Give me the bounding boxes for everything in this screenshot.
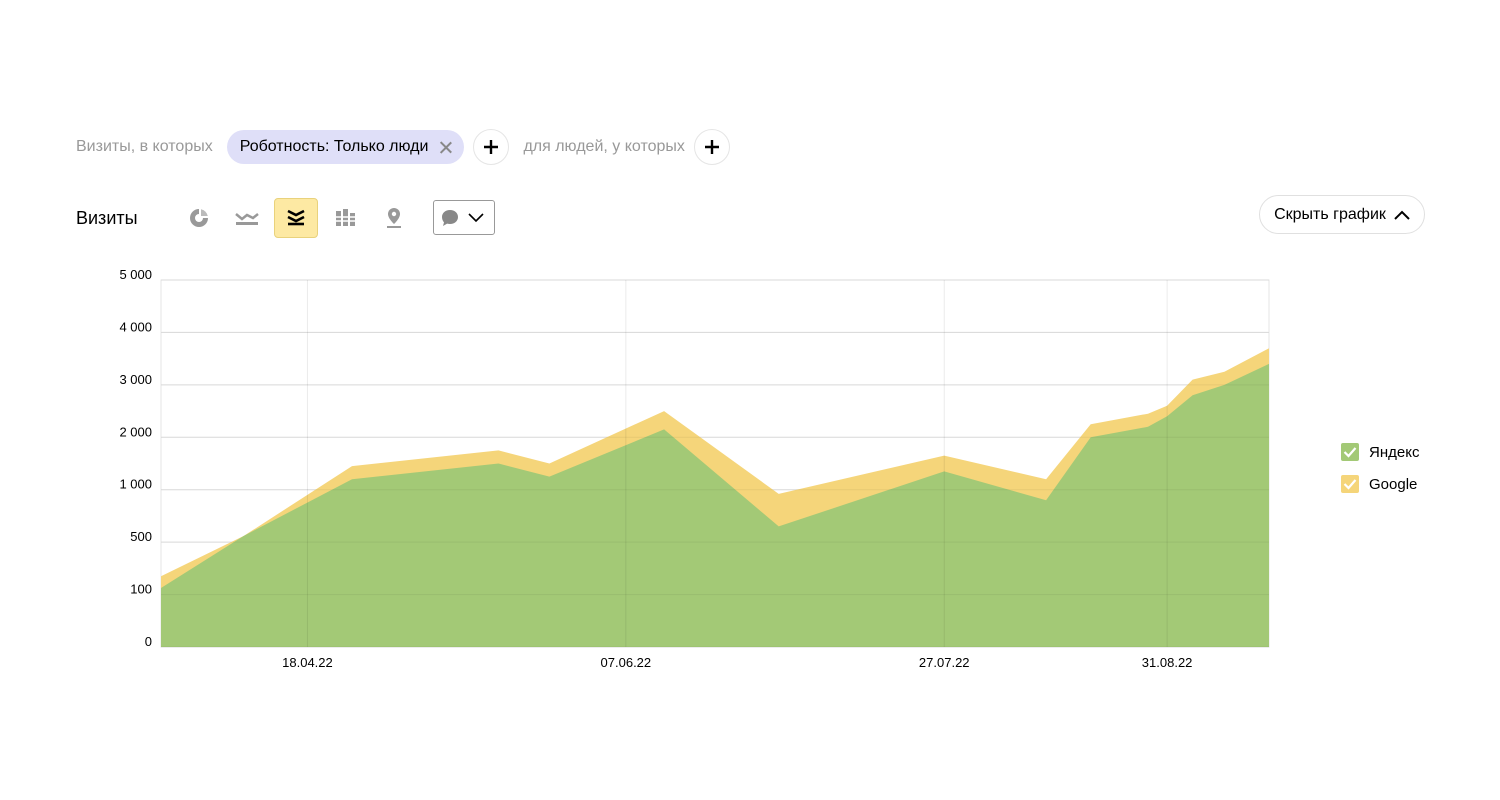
hide-chart-label: Скрыть график (1274, 205, 1386, 223)
comment-icon (442, 209, 458, 226)
y-tick-label: 1 000 (119, 477, 152, 492)
legend-label: Google (1369, 475, 1418, 493)
chevron-down-icon (468, 212, 484, 222)
add-people-condition-button[interactable] (693, 129, 730, 165)
x-tick-label: 27.07.22 (919, 655, 970, 670)
legend-item-google[interactable]: Google (1341, 468, 1419, 500)
add-visit-condition-button[interactable] (473, 129, 510, 165)
map-pin-icon (387, 208, 401, 228)
y-tick-label: 4 000 (119, 319, 152, 334)
chevron-up-icon (1394, 210, 1410, 220)
chart-title: Визиты (76, 208, 138, 228)
plus-icon (704, 140, 719, 154)
hide-chart-button[interactable]: Скрыть график (1259, 195, 1425, 234)
map-view-button[interactable] (372, 198, 416, 238)
legend-item-yandex[interactable]: Яндекс (1341, 436, 1419, 468)
stacked-area-view-button[interactable] (274, 198, 318, 238)
plus-icon (484, 140, 499, 154)
y-tick-label: 500 (130, 529, 152, 544)
y-tick-label: 3 000 (119, 372, 152, 387)
checkbox-checked-icon[interactable] (1341, 475, 1359, 493)
robotness-filter-chip[interactable]: Роботность: Только люди (226, 130, 465, 164)
y-tick-label: 100 (130, 582, 152, 597)
line-chart-icon (235, 213, 259, 225)
visits-filter-label: Визиты, в которых (76, 138, 213, 155)
checkbox-checked-icon[interactable] (1341, 443, 1359, 461)
people-filter-label: для людей, у которых (523, 138, 685, 155)
y-tick-label: 2 000 (119, 424, 152, 439)
legend-label: Яндекс (1369, 443, 1420, 461)
x-tick-label: 18.04.22 (282, 655, 333, 670)
x-tick-label: 31.08.22 (1142, 655, 1193, 670)
pie-chart-icon (190, 209, 208, 227)
chart-legend: Яндекс Google (1341, 436, 1419, 500)
bar-chart-view-button[interactable] (323, 198, 367, 238)
chip-label: Роботность: Только люди (239, 138, 429, 155)
line-chart-view-button[interactable] (225, 198, 269, 238)
y-tick-label: 5 000 (119, 267, 152, 282)
pie-chart-view-button[interactable] (177, 198, 221, 238)
x-tick-label: 07.06.22 (601, 655, 652, 670)
bar-chart-icon (336, 209, 355, 226)
comments-dropdown[interactable] (433, 200, 495, 235)
y-tick-label: 0 (145, 634, 152, 649)
stacked-area-icon (287, 209, 305, 226)
area-yandex (161, 363, 1269, 647)
segment-filter-bar: Визиты, в которых Роботность: Только люд… (76, 128, 730, 166)
